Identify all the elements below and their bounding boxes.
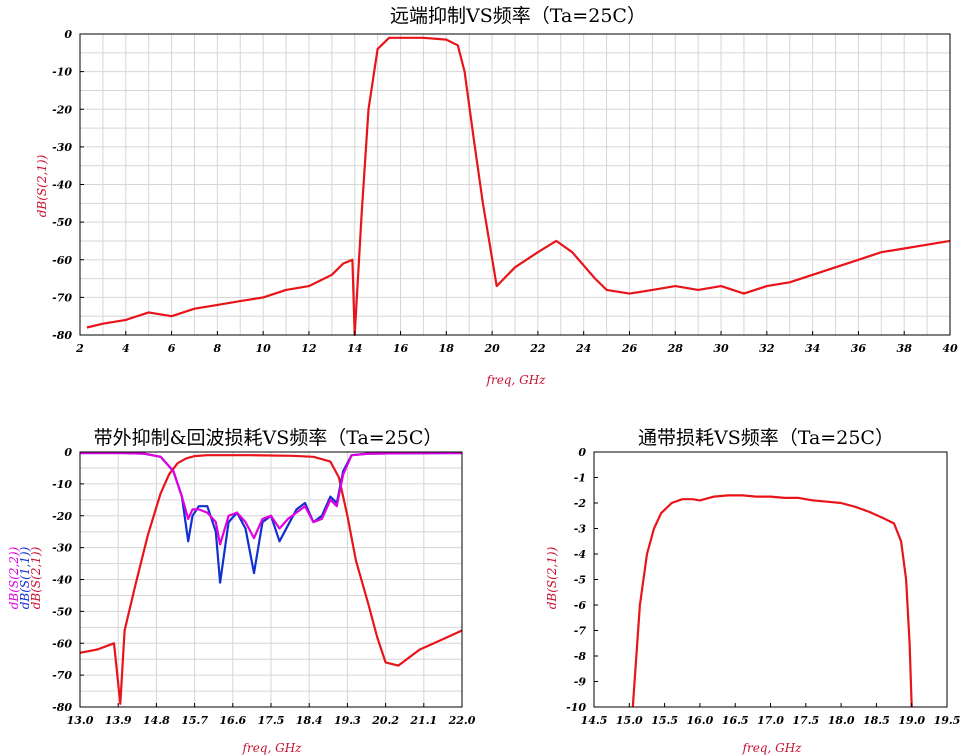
- x-tick-label: 30: [713, 342, 729, 355]
- x-tick-label: 38: [897, 342, 913, 355]
- y-tick-label: -20: [52, 103, 72, 116]
- x-axis-label: freq, GHz: [742, 741, 803, 755]
- x-tick-label: 17.0: [757, 714, 784, 727]
- y-tick-label: -40: [52, 574, 72, 587]
- x-tick-label: 10: [256, 342, 272, 355]
- x-tick-label: 36: [851, 342, 867, 355]
- x-tick-label: 18.0: [828, 714, 855, 727]
- x-tick-label: 17.5: [792, 714, 819, 727]
- x-tick-label: 22.0: [448, 714, 476, 727]
- y-tick-label: -9: [574, 676, 587, 689]
- x-tick-label: 19.0: [898, 714, 925, 727]
- y-axis-label-s21: dB(S(2,1)): [29, 546, 43, 609]
- chart-title: 通带损耗VS频率（Ta=25C）: [638, 427, 894, 449]
- series-line-dbs21: [631, 494, 913, 708]
- y-tick-label: -50: [52, 605, 72, 618]
- y-tick-label: -8: [574, 650, 587, 663]
- x-tick-label: 34: [805, 342, 820, 355]
- y-tick-label: -5: [574, 574, 586, 587]
- y-tick-label: 0: [578, 446, 586, 459]
- x-tick-label: 16: [393, 342, 409, 355]
- y-axis-label-s21: dB(S(2,1)): [35, 154, 49, 217]
- x-tick-label: 40: [942, 342, 958, 355]
- y-tick-label: -50: [52, 216, 72, 229]
- y-tick-label: 0: [64, 446, 72, 459]
- y-tick-label: -3: [574, 523, 587, 536]
- y-tick-label: -40: [52, 179, 72, 192]
- x-tick-label: 12: [301, 342, 317, 355]
- x-tick-label: 17.5: [258, 714, 285, 727]
- x-tick-label: 2: [75, 342, 84, 355]
- x-tick-label: 15.5: [651, 714, 678, 727]
- x-tick-label: 15.7: [181, 714, 208, 727]
- passband-loss-chart: 通带损耗VS频率（Ta=25C） 14.5 15.0 15.5 16.0 16.5 17.…: [545, 427, 960, 755]
- x-tick-label: 20: [483, 342, 500, 355]
- y-tick-label: -10: [566, 701, 586, 714]
- x-tick-label: 16.6: [219, 714, 246, 727]
- x-tick-label: 13.0: [67, 714, 94, 727]
- y-tick-label: -4: [574, 548, 586, 561]
- y-tick-label: -30: [52, 141, 72, 154]
- x-tick-label: 19.3: [334, 714, 361, 727]
- x-tick-label: 13.9: [105, 714, 132, 727]
- x-tick-label: 18.4: [296, 714, 323, 727]
- y-tick-label: -6: [574, 599, 587, 612]
- y-tick-label: -10: [52, 66, 72, 79]
- x-tick-label: 16.0: [687, 714, 714, 727]
- x-tick-label: 20.2: [371, 714, 399, 727]
- x-tick-label: 14.5: [581, 714, 608, 727]
- y-tick-label: -30: [52, 542, 72, 555]
- y-axis-label-s21: dB(S(2,1)): [545, 546, 559, 609]
- chart-title: 带外抑制&回波损耗VS频率（Ta=25C）: [94, 427, 443, 449]
- x-tick-label: 18: [439, 342, 455, 355]
- y-tick-label: -20: [52, 510, 72, 523]
- y-tick-label: -70: [52, 669, 72, 682]
- x-tick-label: 32: [759, 342, 775, 355]
- x-tick-label: 22: [529, 342, 546, 355]
- far-rejection-chart: 远端抑制VS频率（Ta=25C） 2 4 6 8 10 12 14 16 18 20 22 24 26 2…: [35, 5, 958, 387]
- y-tick-label: -7: [574, 625, 587, 638]
- series-line-dbs21: [79, 454, 463, 705]
- y-tick-label: -1: [574, 472, 586, 485]
- y-tick-label: -70: [52, 291, 72, 304]
- plot-frame: [593, 451, 948, 708]
- x-tick-label: 14.8: [143, 714, 170, 727]
- y-tick-label: -10: [52, 478, 72, 491]
- series-line-dbs21: [86, 36, 951, 337]
- x-tick-label: 15.0: [616, 714, 643, 727]
- x-tick-label: 19.5: [934, 714, 961, 727]
- x-tick-label: 4: [122, 342, 130, 355]
- y-tick-label: -2: [574, 497, 587, 510]
- y-axis-label-s11: dB(S(1,1)): [18, 546, 32, 609]
- x-tick-label: 6: [168, 342, 176, 355]
- x-tick-label: 14: [347, 342, 362, 355]
- x-tick-label: 8: [214, 342, 222, 355]
- y-tick-label: -80: [52, 329, 72, 342]
- x-tick-label: 18.5: [863, 714, 890, 727]
- x-tick-label: 26: [621, 342, 638, 355]
- x-tick-label: 21.1: [409, 714, 437, 727]
- series-line-dbs22: [80, 451, 463, 546]
- y-tick-label: 0: [64, 28, 72, 41]
- y-tick-label: -80: [52, 701, 72, 714]
- y-tick-label: -60: [52, 637, 72, 650]
- chart-title: 远端抑制VS频率（Ta=25C）: [390, 5, 646, 27]
- outband-return-loss-chart: 带外抑制&回波损耗VS频率（Ta=25C） 13.0 13.9 14.8 15.7 16…: [7, 427, 476, 755]
- y-axis-label-s22: dB(S(2,2)): [7, 546, 21, 609]
- x-tick-label: 24: [575, 342, 591, 355]
- x-axis-label: freq, GHz: [486, 373, 547, 387]
- y-tick-label: -60: [52, 254, 72, 267]
- x-axis-label: freq, GHz: [242, 741, 303, 755]
- x-tick-label: 28: [667, 342, 684, 355]
- x-tick-label: 16.5: [722, 714, 749, 727]
